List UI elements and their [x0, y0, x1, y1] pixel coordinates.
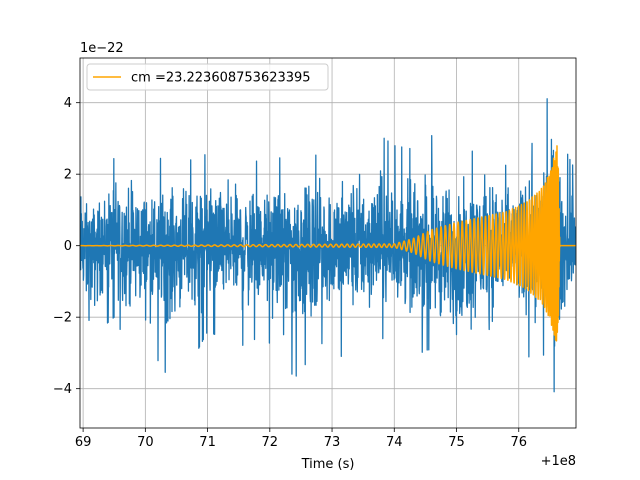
template-series-line	[80, 145, 576, 342]
x-offset-label: +1e8	[541, 454, 576, 469]
y-axis: −4 −2 0 2 4	[53, 96, 80, 397]
x-tick-label: 76	[510, 435, 527, 450]
x-axis-label: Time (s)	[301, 457, 355, 472]
x-tick-label: 75	[448, 435, 465, 450]
x-tick-label: 72	[262, 435, 279, 450]
x-tick-label: 70	[137, 435, 154, 450]
y-tick-label: 2	[64, 168, 72, 183]
y-scale-label: 1e−22	[80, 41, 124, 56]
x-tick-label: 73	[324, 435, 341, 450]
x-tick-label: 74	[386, 435, 403, 450]
legend: cm =23.223608753623395	[86, 63, 329, 91]
x-tick-label: 69	[75, 435, 92, 450]
noise-series-line	[80, 98, 576, 393]
y-tick-label: −2	[53, 311, 72, 326]
legend-box	[86, 63, 329, 91]
y-tick-label: −4	[53, 382, 72, 397]
y-tick-label: 0	[64, 239, 72, 254]
series-layer	[80, 98, 576, 393]
x-axis: 69 70 71 72 73 74 75 76	[75, 428, 527, 450]
y-tick-label: 4	[64, 96, 72, 111]
legend-label-template: cm =23.223608753623395	[131, 71, 311, 86]
plot-frame	[79, 57, 577, 429]
x-tick-label: 71	[199, 435, 216, 450]
